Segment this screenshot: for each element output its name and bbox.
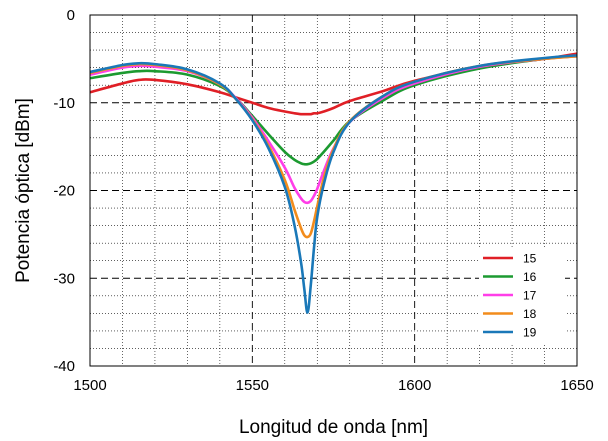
series-line-19 — [89, 54, 578, 314]
x-axis-ticks: 1500 1550 1600 1650 — [73, 377, 593, 394]
legend-label-18: 18 — [523, 307, 537, 321]
major-grid — [90, 15, 577, 366]
series-layer — [89, 52, 578, 314]
y-tick-label: -10 — [53, 95, 75, 112]
minor-grid — [90, 15, 577, 366]
series-line-16 — [89, 54, 578, 166]
x-tick-label: 1650 — [560, 377, 593, 394]
y-tick-label: -40 — [53, 358, 75, 375]
legend-label-19: 19 — [523, 326, 537, 340]
x-tick-label: 1600 — [398, 377, 431, 394]
y-axis-label: Potencia óptica [dBm] — [13, 98, 34, 283]
legend: 15 16 17 18 19 — [479, 247, 565, 344]
y-axis-ticks: -40 -30 -20 -10 0 — [53, 7, 75, 375]
plot-area-frame — [89, 14, 578, 367]
legend-label-17: 17 — [523, 289, 537, 303]
y-tick-label: -30 — [53, 270, 75, 287]
y-tick-label: 0 — [67, 7, 75, 24]
x-axis-label: Longitud de onda [nm] — [239, 417, 428, 438]
y-tick-label: -20 — [53, 183, 75, 200]
legend-label-15: 15 — [523, 252, 537, 266]
series-line-15 — [89, 52, 578, 116]
x-tick-label: 1550 — [236, 377, 269, 394]
legend-label-16: 16 — [523, 270, 537, 284]
x-tick-label: 1500 — [73, 377, 106, 394]
